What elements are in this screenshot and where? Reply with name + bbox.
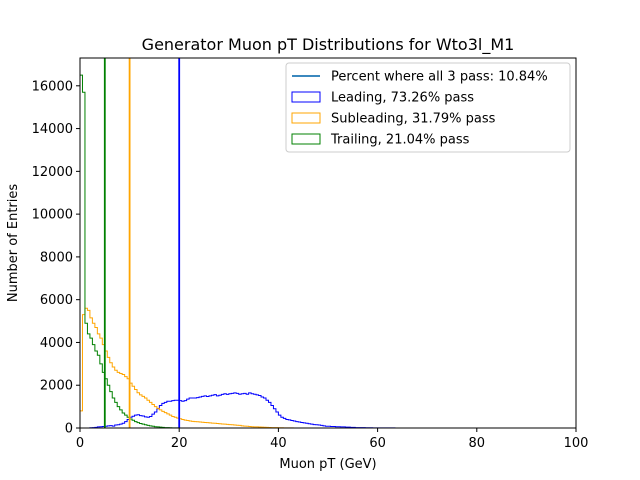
y-tick-label: 0 [65,422,73,437]
legend-patch-swatch [291,133,321,145]
y-tick-label: 8000 [40,250,73,265]
x-tick-label: 20 [171,436,188,451]
y-tick-label: 16000 [32,79,73,94]
x-tick-label: 60 [369,436,386,451]
x-tick-label: 0 [76,436,84,451]
legend: Percent where all 3 pass: 10.84% Leading,… [285,62,571,153]
plot-area [80,58,403,428]
legend-label: Trailing, 21.04% pass [330,133,470,148]
x-axis: 0 20 40 60 80 100 [76,428,589,451]
y-tick-label: 10000 [32,208,73,223]
legend-label: Percent where all 3 pass: 10.84% [331,70,548,85]
legend-label: Leading, 73.26% pass [331,91,474,106]
x-axis-label: Muon pT (GeV) [279,457,376,472]
y-axis-label: Number of Entries [6,184,21,303]
y-tick-label: 6000 [40,293,73,308]
y-tick-label: 14000 [32,122,73,137]
histogram-series-1 [80,307,299,428]
y-tick-label: 12000 [32,165,73,180]
y-axis: 0 2000 4000 6000 8000 10000 12000 14000 16000 [32,79,80,437]
legend-patch-swatch [291,112,321,124]
cut-lines [103,58,181,428]
chart-title: Generator Muon pT Distributions for Wto3… [142,35,515,55]
y-tick-label: 4000 [40,336,73,351]
plot-frame [79,57,577,429]
histogram-series-0 [80,392,403,428]
x-tick-label: 40 [270,436,287,451]
x-tick-label: 100 [564,436,589,451]
legend-patch-swatch [291,91,321,103]
legend-box [285,62,571,153]
legend-label: Subleading, 31.79% pass [331,112,496,127]
x-tick-label: 80 [469,436,486,451]
y-tick-label: 2000 [40,379,73,394]
